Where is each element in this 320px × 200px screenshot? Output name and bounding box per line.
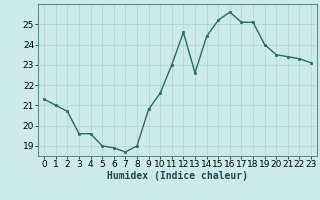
- X-axis label: Humidex (Indice chaleur): Humidex (Indice chaleur): [107, 171, 248, 181]
